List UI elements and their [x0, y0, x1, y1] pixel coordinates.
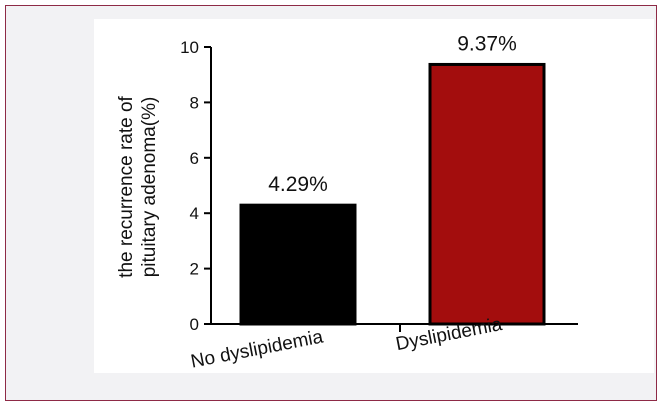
y-tick-label: 8 — [190, 93, 199, 112]
bar-data-label: 4.29% — [268, 173, 328, 196]
y-axis-title-line-1: the recurrence rate of — [116, 95, 137, 277]
y-tick-label: 0 — [190, 315, 199, 334]
y-tick-label: 6 — [190, 149, 199, 168]
bar — [428, 62, 546, 326]
x-category-label: No dyslipidemia — [189, 326, 325, 372]
chart-panel — [94, 19, 654, 373]
y-tick-label: 2 — [190, 260, 199, 279]
bar-data-label: 9.37% — [457, 32, 517, 55]
y-axis-title-line-2: pituitary adenoma(%) — [139, 97, 160, 278]
y-tick-label: 4 — [190, 204, 199, 223]
bar — [239, 203, 357, 326]
y-tick-label: 10 — [180, 38, 199, 57]
